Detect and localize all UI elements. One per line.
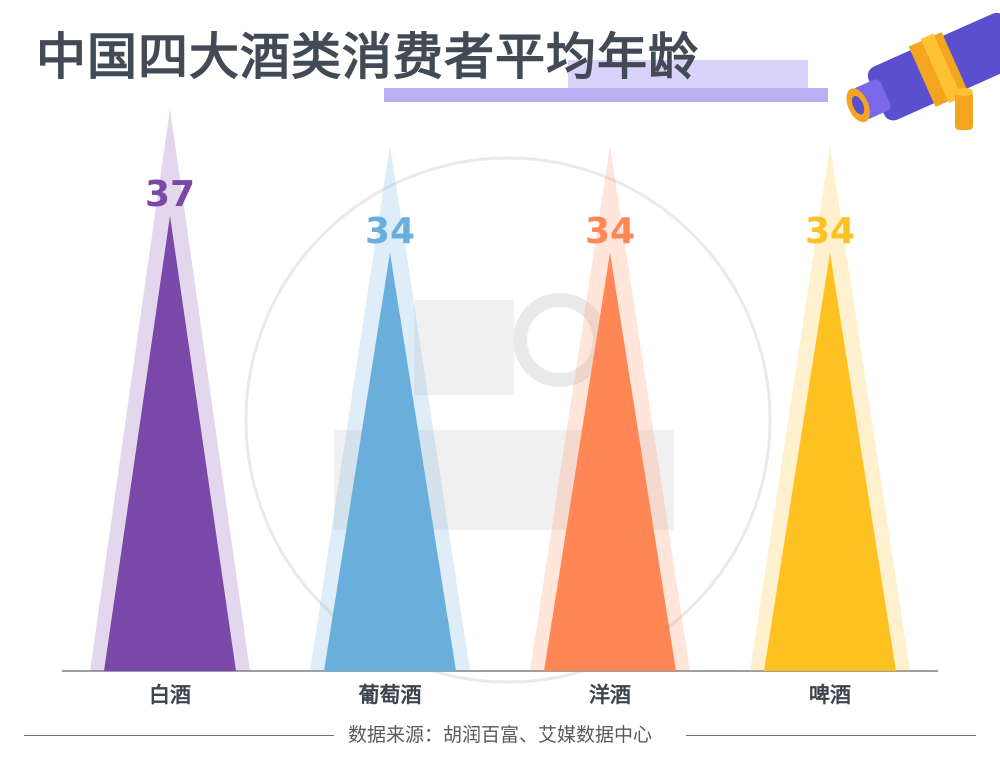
bar-4 xyxy=(764,252,896,672)
title-underline xyxy=(384,88,828,102)
category-label-3: 洋酒 xyxy=(589,683,631,707)
title-highlight xyxy=(568,60,808,90)
category-label-4: 啤酒 xyxy=(809,683,851,707)
source-rule-right xyxy=(686,735,976,736)
value-label-1: 37 xyxy=(145,174,195,215)
bar-2 xyxy=(324,252,456,672)
bar-1 xyxy=(104,215,236,671)
value-label-2: 34 xyxy=(365,211,415,252)
watermark-circle xyxy=(244,156,772,684)
value-label-3: 34 xyxy=(585,211,635,252)
watermark-block-top xyxy=(414,300,514,395)
source-note: 数据来源：胡润百富、艾媒数据中心 xyxy=(0,722,1000,748)
source-text: 数据来源：胡润百富、艾媒数据中心 xyxy=(333,724,666,746)
category-label-2: 葡萄酒 xyxy=(358,683,422,707)
category-label-1: 白酒 xyxy=(149,683,191,707)
page-title: 中国四大酒类消费者平均年龄 xyxy=(36,28,699,86)
telescope-icon xyxy=(846,12,1000,130)
value-label-4: 34 xyxy=(805,211,855,252)
bar-3 xyxy=(544,252,676,672)
source-rule-left xyxy=(24,735,334,736)
